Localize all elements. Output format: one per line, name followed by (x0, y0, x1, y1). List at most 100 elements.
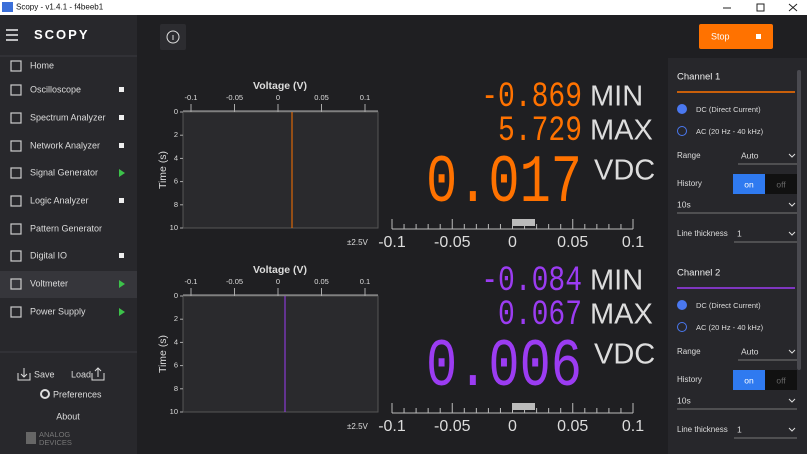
nav-label: Home (30, 60, 54, 70)
dropdown-arrow (788, 398, 796, 403)
sidebar (0, 15, 137, 454)
dropdown-value[interactable]: 10s (677, 395, 691, 405)
plot-area (182, 295, 379, 413)
radio-selected[interactable] (677, 300, 687, 310)
save-icon (17, 368, 31, 381)
preferences-button[interactable]: Preferences (53, 389, 102, 399)
nav-icon (10, 84, 22, 96)
sidebar-selected (0, 271, 137, 298)
run-indicator (119, 280, 125, 288)
nav-label: Spectrum Analyzer (30, 112, 106, 122)
save-button[interactable]: Save (34, 369, 55, 379)
dropdown-value[interactable]: Auto (741, 150, 759, 160)
radio-label: AC (20 Hz - 40 kHz) (696, 323, 764, 332)
nav-icon (10, 195, 22, 207)
brand: ANALOG (39, 430, 70, 439)
scale-tick-label: 0.1 (622, 234, 644, 251)
x-tick-label: -0.05 (226, 277, 243, 286)
scale-tick-label: -0.05 (434, 234, 471, 251)
info-icon (166, 30, 180, 44)
dropdown-value[interactable]: Auto (741, 346, 759, 356)
scale-tick-label: -0.1 (378, 234, 406, 251)
max-reading: 5.729 (498, 112, 582, 152)
toggle-on[interactable] (733, 370, 765, 390)
about-button[interactable]: About (56, 411, 80, 421)
close[interactable] (788, 3, 798, 12)
logo: SCOPY (34, 27, 90, 42)
scale-tick-label: 0.05 (557, 418, 588, 435)
toggle-off-label: off (776, 375, 786, 385)
plot-area (182, 111, 379, 229)
dropdown-value[interactable]: 1 (737, 424, 742, 434)
dropdown-arrow (788, 349, 796, 354)
y-tick-label: 0 (174, 107, 178, 116)
scrollbar[interactable] (797, 70, 801, 370)
brand: DEVICES (39, 438, 72, 447)
radio-label: DC (Direct Current) (696, 301, 761, 310)
radio[interactable] (677, 322, 687, 332)
channel-title: Channel 2 (677, 268, 720, 279)
y-tick-label: 4 (174, 153, 178, 162)
min-unit: MIN (590, 265, 643, 297)
max-unit: MAX (590, 115, 653, 147)
menu-button[interactable] (6, 29, 18, 41)
dropdown-arrow (788, 427, 796, 432)
y-tick-label: 0 (174, 291, 178, 300)
y-tick-label: 2 (174, 314, 178, 323)
nav-label: Network Analyzer (30, 140, 100, 150)
nav-icon (10, 140, 22, 152)
toggle-on-label: on (744, 375, 754, 385)
x-tick-label: 0 (276, 93, 280, 102)
run-indicator (119, 308, 125, 316)
status-indicator (119, 198, 124, 203)
x-tick-label: 0.05 (314, 93, 329, 102)
y-tick-label: 2 (174, 130, 178, 139)
min-unit: MIN (590, 81, 643, 113)
max-reading: 0.067 (498, 296, 582, 336)
load-icon (91, 367, 105, 381)
nav-label: Signal Generator (30, 167, 98, 177)
load-button[interactable]: Load (71, 369, 91, 379)
dropdown-value[interactable]: 1 (737, 228, 742, 238)
toggle-off[interactable] (765, 370, 797, 390)
nav-icon (10, 167, 22, 179)
toggle-off[interactable] (765, 174, 797, 194)
setting-label: Line thickness (677, 229, 728, 238)
nav-icon (10, 223, 22, 235)
max-unit: MAX (590, 299, 653, 331)
radio[interactable] (677, 126, 687, 136)
radio-label: DC (Direct Current) (696, 105, 761, 114)
nav-label: Pattern Generator (30, 223, 102, 233)
scale-indicator (513, 403, 535, 410)
status-indicator (119, 87, 124, 92)
stop-button[interactable] (699, 24, 773, 49)
scale-tick-label: 0.05 (557, 234, 588, 251)
run-indicator (119, 169, 125, 177)
x-tick-label: -0.05 (226, 93, 243, 102)
app-icon (2, 2, 13, 12)
x-tick-label: -0.1 (185, 93, 198, 102)
nav-icon (10, 278, 22, 290)
setting-label: Range (677, 151, 701, 160)
dropdown-arrow (788, 202, 796, 207)
toggle-on[interactable] (733, 174, 765, 194)
dropdown-value[interactable]: 10s (677, 199, 691, 209)
scale-indicator (513, 219, 535, 226)
setting-label: Line thickness (677, 425, 728, 434)
maximize[interactable] (756, 3, 765, 12)
x-tick-label: 0.05 (314, 277, 329, 286)
setting-label: History (677, 375, 702, 384)
window-title: Scopy - v1.4.1 - f4beeb1 (16, 3, 104, 12)
y-tick-label: 10 (170, 407, 178, 416)
y-tick-label: 4 (174, 337, 178, 346)
radio-selected[interactable] (677, 104, 687, 114)
nav-label: Digital IO (30, 250, 67, 260)
nav-icon (10, 112, 22, 124)
range-label: ±2.5V (347, 238, 369, 247)
brand-logo (26, 432, 36, 444)
y-tick-label: 6 (174, 177, 178, 186)
scale-tick-label: 0 (508, 418, 517, 435)
status-indicator (119, 253, 124, 258)
y-axis-label: Time (s) (157, 335, 169, 373)
